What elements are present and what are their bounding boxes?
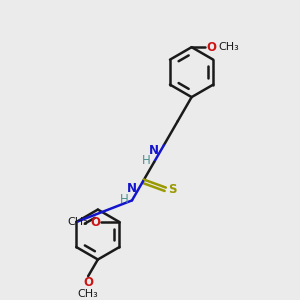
Text: O: O <box>207 41 217 54</box>
Text: O: O <box>90 215 100 229</box>
Text: S: S <box>169 183 177 196</box>
Text: N: N <box>149 144 159 157</box>
Text: O: O <box>83 276 93 289</box>
Text: N: N <box>127 182 137 195</box>
Text: CH₃: CH₃ <box>68 217 88 227</box>
Text: H: H <box>120 193 129 206</box>
Text: CH₃: CH₃ <box>218 42 239 52</box>
Text: CH₃: CH₃ <box>78 289 98 298</box>
Text: H: H <box>142 154 151 167</box>
